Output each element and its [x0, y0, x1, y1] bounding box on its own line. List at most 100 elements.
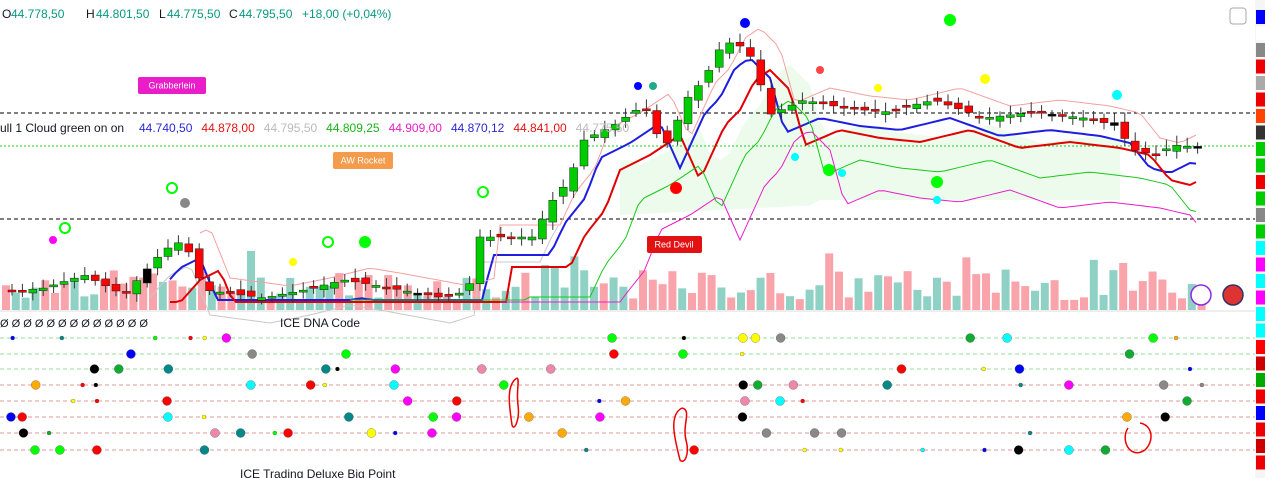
- dna-dot: [788, 380, 798, 390]
- toolbar-swatch[interactable]: [1256, 406, 1265, 420]
- dna-dot: [882, 380, 892, 390]
- candle-body: [1078, 117, 1088, 121]
- dna-dot: [126, 349, 136, 359]
- toolbar-swatch[interactable]: [1256, 208, 1265, 222]
- dna-dot: [428, 412, 438, 422]
- toolbar-swatch[interactable]: [1256, 125, 1265, 140]
- toolbar-swatch[interactable]: [1256, 142, 1265, 156]
- toolbar-swatch[interactable]: [1256, 323, 1265, 338]
- toolbar-swatch[interactable]: [1256, 439, 1265, 453]
- dna-dot: [1064, 380, 1074, 390]
- toolbar-swatch[interactable]: [1256, 175, 1265, 189]
- volume-bar: [688, 293, 696, 310]
- candle-body: [891, 108, 901, 112]
- toolbar-swatch[interactable]: [1256, 191, 1265, 206]
- dna-dot: [597, 398, 602, 404]
- toolbar-swatch[interactable]: [1256, 224, 1265, 239]
- toolbar-button[interactable]: [1229, 7, 1247, 25]
- candle-body: [1182, 146, 1192, 149]
- candle-layer: [7, 14, 1202, 305]
- candle-body: [402, 290, 412, 294]
- toolbar-swatch[interactable]: [1256, 389, 1265, 404]
- candle-body: [902, 105, 911, 108]
- toolbar-swatch[interactable]: [1256, 43, 1265, 57]
- candle-body: [569, 167, 578, 192]
- toolbar-button[interactable]: [1190, 284, 1212, 306]
- toolbar-swatch[interactable]: [1256, 26, 1265, 41]
- toolbar-swatch[interactable]: [1256, 92, 1265, 107]
- candle-body: [839, 105, 849, 109]
- indicator-value: 44.740,50: [139, 121, 193, 135]
- dna-dot: [6, 412, 16, 422]
- candle-body: [132, 280, 142, 295]
- dna-dot: [305, 380, 316, 390]
- dna-dot: [1027, 430, 1033, 436]
- toolbar-button[interactable]: [1222, 284, 1244, 306]
- signal-marker: [1112, 90, 1122, 100]
- toolbar-swatch[interactable]: [1256, 455, 1265, 470]
- volume-bar: [1001, 269, 1010, 310]
- toolbar-swatch[interactable]: [1256, 422, 1265, 437]
- toolbar-swatch[interactable]: [1256, 290, 1265, 305]
- toolbar-swatch[interactable]: [1256, 158, 1265, 173]
- candle-body: [257, 297, 266, 301]
- candle-body: [1120, 121, 1130, 139]
- toolbar-swatch[interactable]: [1256, 109, 1265, 123]
- candle-body: [7, 289, 17, 293]
- volume-bar: [737, 292, 745, 310]
- volume-bar: [227, 292, 236, 310]
- label-box[interactable]: [647, 236, 702, 253]
- toolbar-swatch[interactable]: [1256, 241, 1265, 255]
- toolbar-swatch[interactable]: [1256, 257, 1265, 272]
- dna-dot: [344, 412, 354, 422]
- ohlc-value: 44.795,50: [239, 7, 293, 21]
- candle-body: [382, 286, 391, 290]
- candle-body: [153, 256, 162, 269]
- candle-body: [808, 101, 818, 105]
- candle-body: [922, 101, 932, 106]
- candle-body: [278, 294, 287, 297]
- toolbar-swatch[interactable]: [1256, 340, 1265, 354]
- volume-bar: [1080, 297, 1088, 310]
- dna-dot: [738, 333, 748, 343]
- signal-marker: [166, 182, 178, 194]
- volume-bar: [315, 286, 324, 310]
- dna-dot: [761, 428, 772, 438]
- dna-dot: [1159, 380, 1169, 390]
- candle-body: [122, 291, 131, 294]
- volume-bar: [1178, 298, 1186, 310]
- signal-marker: [931, 176, 943, 188]
- toolbar-swatch[interactable]: [1256, 307, 1265, 321]
- dna-dot: [89, 364, 100, 374]
- ohlc-value: 44.801,50: [96, 7, 150, 21]
- volume-bar: [805, 289, 814, 310]
- volume-bar: [599, 283, 608, 310]
- dot-layer: [0, 333, 1255, 462]
- volume-bar: [678, 288, 687, 310]
- candle-body: [714, 49, 724, 68]
- volume-bar: [756, 277, 765, 310]
- volume-bar: [923, 296, 932, 310]
- volume-bar: [1011, 281, 1020, 310]
- annotation-stroke: [1124, 422, 1152, 454]
- toolbar-swatch[interactable]: [1256, 274, 1265, 288]
- candle-body: [1089, 118, 1098, 121]
- label-box[interactable]: [138, 77, 206, 94]
- toolbar-swatch[interactable]: [1256, 10, 1265, 24]
- toolbar-swatch[interactable]: [1256, 76, 1265, 90]
- volume-bar: [1050, 280, 1059, 310]
- toolbar-swatch[interactable]: [1256, 373, 1265, 387]
- indicator-value: 44.909,00: [389, 121, 443, 135]
- dna-dot: [31, 380, 41, 390]
- candle-body: [756, 59, 766, 86]
- candle-body: [101, 278, 110, 287]
- candle-body: [964, 105, 974, 113]
- dna-dot: [451, 412, 462, 422]
- toolbar-swatch[interactable]: [1256, 59, 1265, 74]
- volume-bar: [31, 287, 40, 310]
- label-box[interactable]: [333, 152, 393, 169]
- toolbar-swatch[interactable]: [1256, 356, 1265, 371]
- candle-body: [818, 101, 828, 105]
- volume-bar: [541, 265, 549, 310]
